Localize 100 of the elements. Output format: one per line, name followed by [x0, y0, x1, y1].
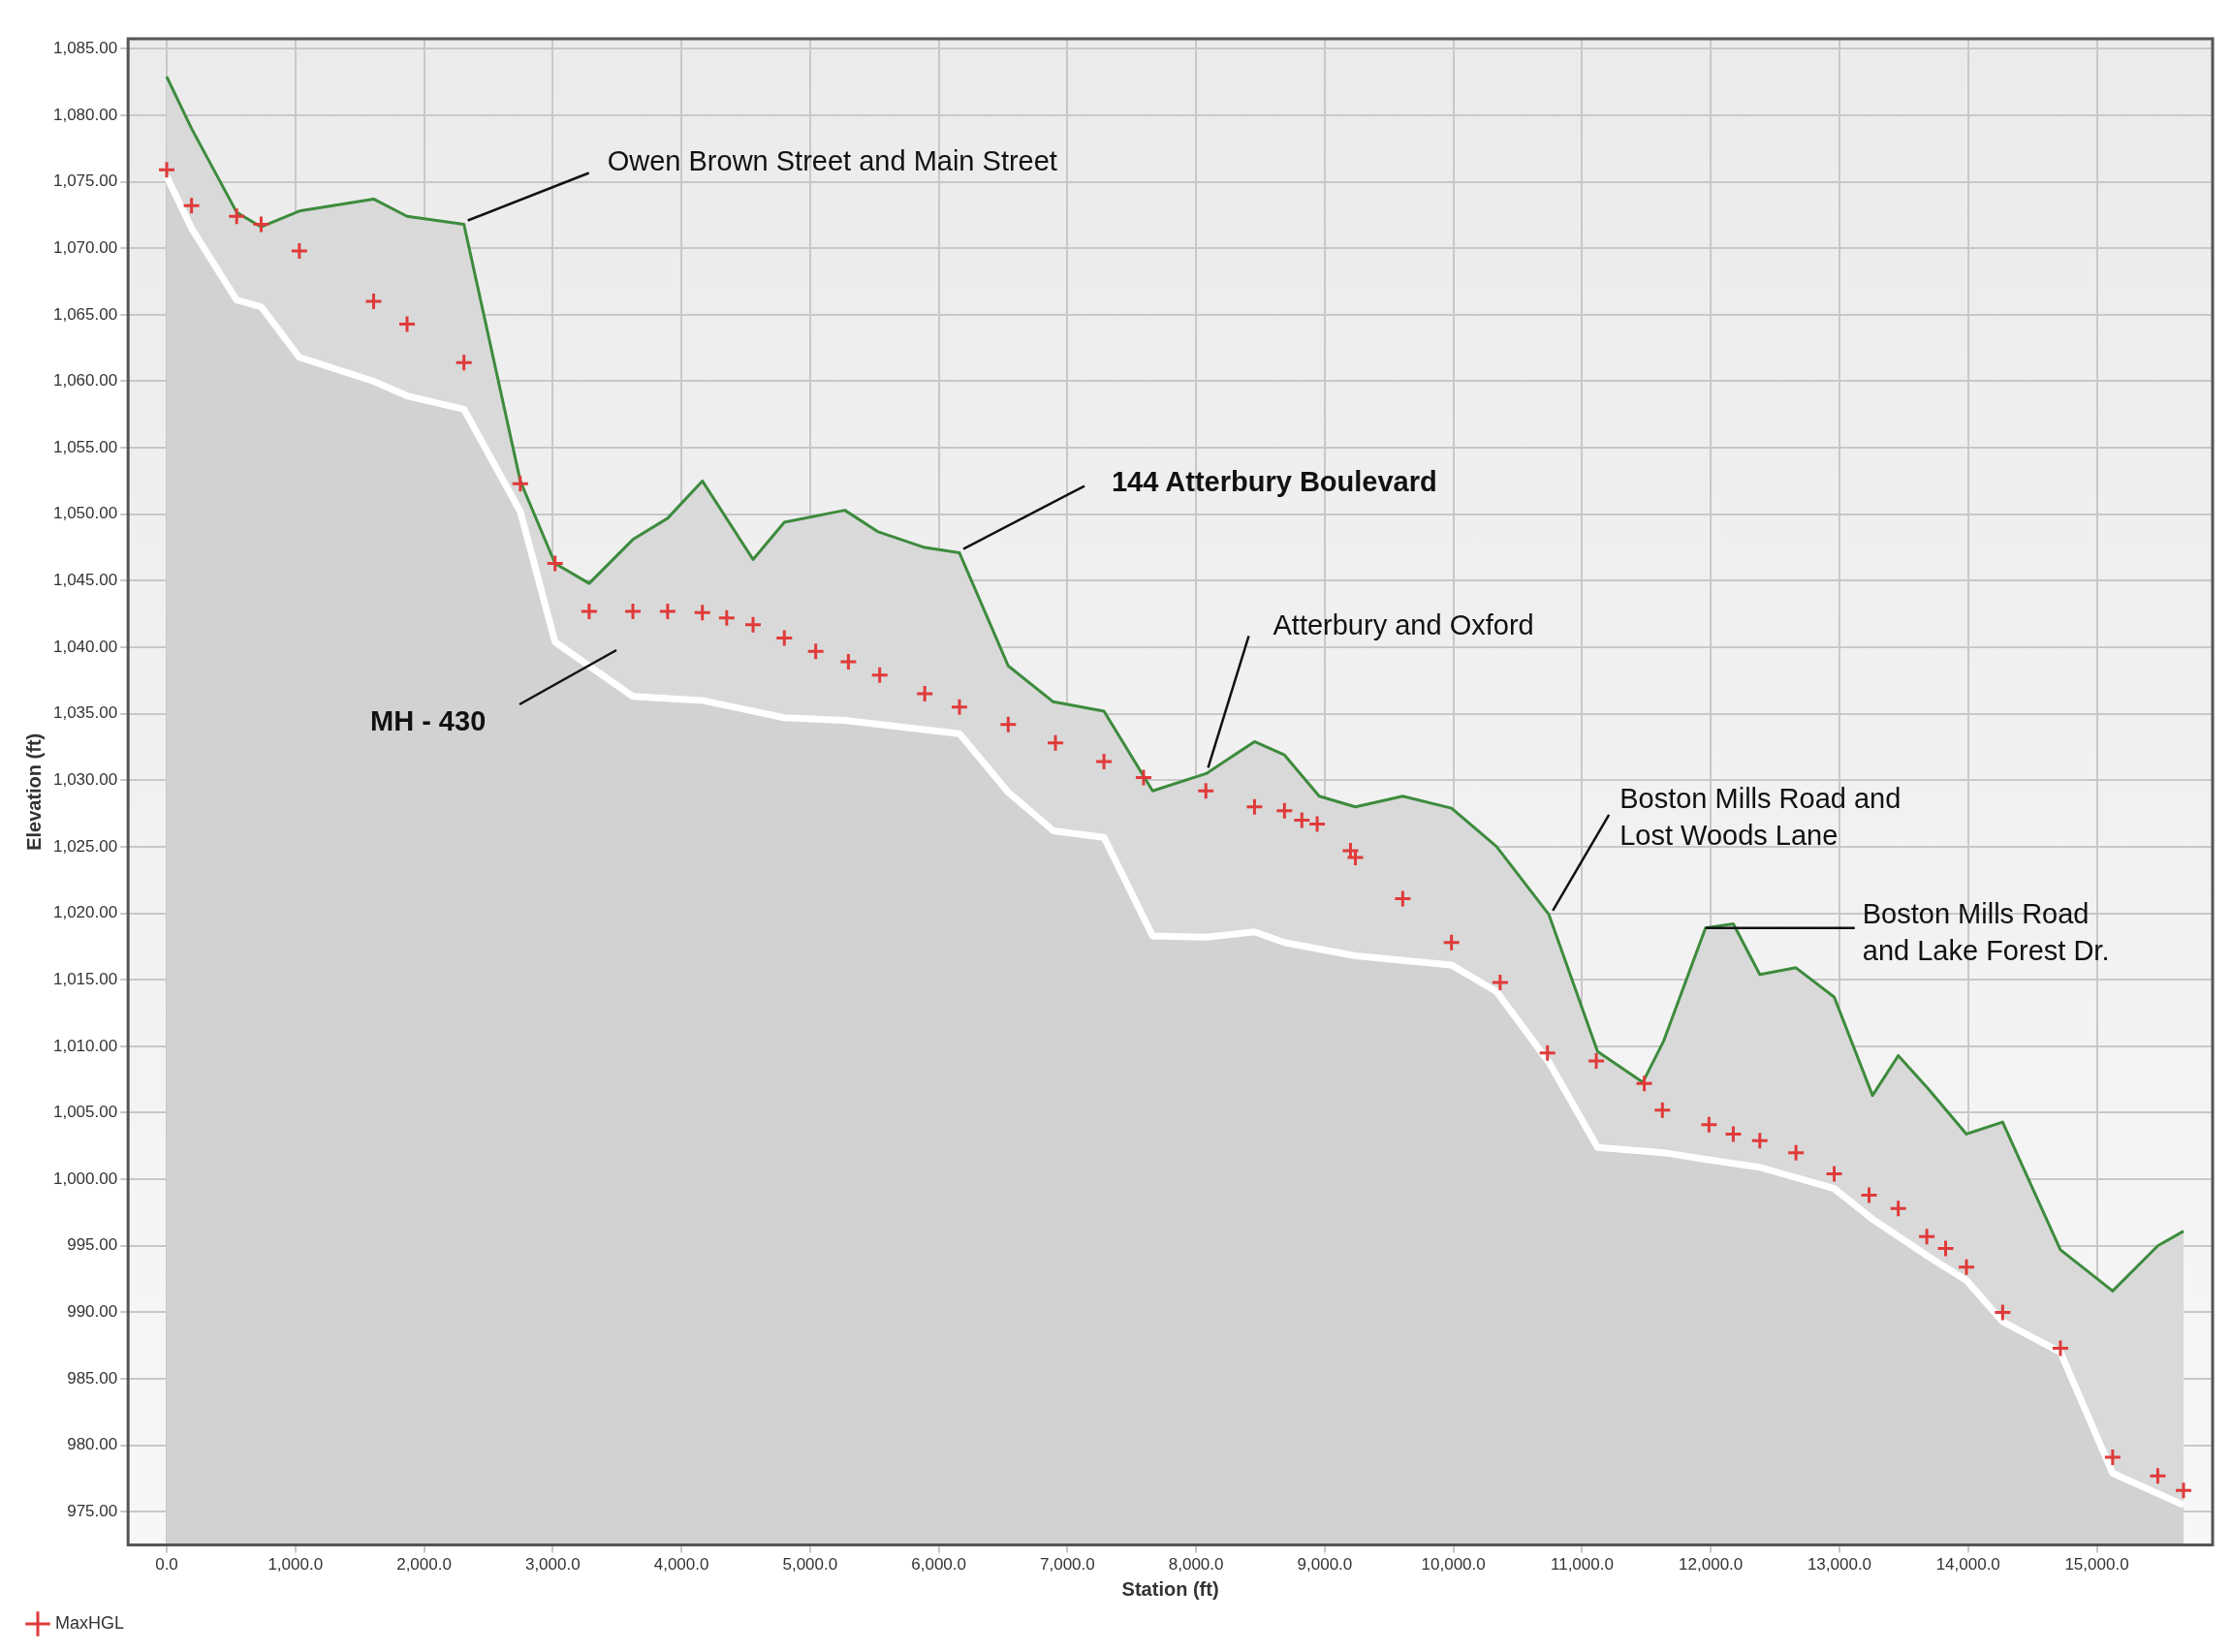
point — [1825, 1165, 1844, 1184]
point — [1292, 810, 1311, 829]
point — [743, 615, 763, 635]
point — [717, 608, 737, 628]
point — [1917, 1227, 1936, 1246]
x-axis-title: Station (ft) — [1121, 1577, 1219, 1600]
x-tick-label: 2,000.0 — [396, 1555, 452, 1574]
point — [1538, 1044, 1557, 1063]
point — [2174, 1481, 2193, 1500]
y-tick-label: 1,005.00 — [52, 1103, 118, 1122]
x-tick-label: 12,000.0 — [1679, 1555, 1744, 1574]
point — [2148, 1466, 2167, 1485]
point — [1936, 1238, 1956, 1258]
point — [546, 554, 565, 574]
point — [774, 628, 794, 647]
legend-label: MaxHGL — [55, 1612, 125, 1633]
point — [1491, 973, 1510, 992]
point — [1134, 768, 1153, 788]
x-tick-label: 5,000.0 — [782, 1555, 838, 1574]
point — [1442, 933, 1462, 952]
y-tick-label: 995.00 — [67, 1235, 118, 1255]
point — [290, 241, 309, 261]
point — [1699, 1115, 1718, 1135]
point — [2103, 1448, 2122, 1467]
point — [1786, 1143, 1806, 1163]
point — [870, 666, 890, 685]
point — [1723, 1124, 1743, 1143]
y-tick-label: 1,050.00 — [52, 504, 118, 523]
y-tick-label: 1,075.00 — [52, 171, 118, 191]
point — [1860, 1186, 1879, 1205]
y-tick-label: 1,025.00 — [52, 836, 118, 856]
point — [1652, 1101, 1672, 1120]
y-tick-label: 985.00 — [67, 1368, 118, 1387]
point — [1274, 801, 1294, 821]
point — [1993, 1302, 2012, 1322]
point — [1244, 797, 1264, 817]
point — [950, 698, 969, 717]
point — [182, 196, 202, 215]
point — [1196, 781, 1215, 800]
x-tick-label: 3,000.0 — [524, 1555, 581, 1574]
point — [693, 603, 712, 622]
x-tick-label: 6,000.0 — [911, 1555, 966, 1574]
point — [1750, 1131, 1770, 1150]
point — [1889, 1199, 1908, 1218]
y-tick-label: 1,040.00 — [52, 637, 118, 656]
y-tick-label: 1,020.00 — [52, 903, 118, 922]
point — [363, 292, 383, 311]
point — [658, 602, 677, 621]
x-tick-label: 14,000.0 — [1935, 1555, 2000, 1574]
y-tick-label: 1,035.00 — [52, 703, 118, 723]
point — [455, 353, 474, 372]
annotation: Owen Brown Street and Main Street — [607, 145, 1057, 177]
x-tick-label: 11,000.0 — [1550, 1555, 1614, 1574]
point — [251, 214, 270, 234]
x-tick-label: 13,000.0 — [1807, 1555, 1872, 1574]
point — [1094, 752, 1114, 771]
y-axis-title: Elevation (ft) — [22, 732, 45, 851]
x-tick-label: 15,000.0 — [2064, 1555, 2129, 1574]
point — [1307, 815, 1327, 834]
x-tick-label: 9,000.0 — [1297, 1555, 1353, 1574]
y-tick-label: 1,045.00 — [52, 571, 118, 590]
point — [157, 160, 176, 179]
x-tick-label: 8,000.0 — [1168, 1555, 1224, 1574]
point — [511, 474, 530, 493]
annotation: MH - 430 — [370, 705, 487, 736]
annotation: Boston Mills Road and Lake Forest Dr. — [1862, 897, 2110, 966]
annotation: Boston Mills Road and Lost Woods Lane — [1619, 782, 1902, 851]
y-tick-label: 1,060.00 — [52, 371, 118, 390]
point — [2051, 1338, 2070, 1357]
y-tick-label: 1,085.00 — [52, 38, 118, 57]
y-tick-label: 1,065.00 — [52, 304, 118, 324]
point — [1587, 1051, 1606, 1071]
point — [806, 641, 826, 661]
point — [1393, 888, 1412, 908]
annotation: Atterbury and Oxford — [1273, 609, 1534, 641]
y-tick-label: 1,070.00 — [52, 237, 118, 257]
x-tick-label: 4,000.0 — [653, 1555, 709, 1574]
x-tick-label: 1,000.0 — [267, 1555, 324, 1574]
point — [915, 684, 934, 703]
point — [1046, 733, 1065, 753]
y-tick-label: 1,000.00 — [52, 1169, 118, 1188]
point — [580, 602, 599, 621]
x-tick-label: 0.0 — [155, 1555, 178, 1574]
point — [623, 602, 643, 621]
point — [838, 652, 858, 671]
y-tick-label: 1,080.00 — [52, 105, 118, 124]
y-tick-label: 1,055.00 — [52, 437, 118, 456]
point — [998, 715, 1018, 734]
y-tick-label: 975.00 — [67, 1501, 118, 1520]
y-tick-label: 1,015.00 — [52, 969, 118, 988]
x-tick-label: 7,000.0 — [1040, 1555, 1095, 1574]
y-tick-label: 990.00 — [67, 1302, 118, 1322]
y-tick-label: 1,010.00 — [52, 1036, 118, 1055]
point — [227, 206, 246, 226]
point — [1957, 1258, 1976, 1277]
annotation: 144 Atterbury Boulevard — [1111, 465, 1437, 497]
point — [397, 314, 417, 333]
point — [1635, 1074, 1654, 1093]
y-tick-label: 980.00 — [67, 1435, 118, 1454]
x-tick-label: 10,000.0 — [1421, 1555, 1486, 1574]
